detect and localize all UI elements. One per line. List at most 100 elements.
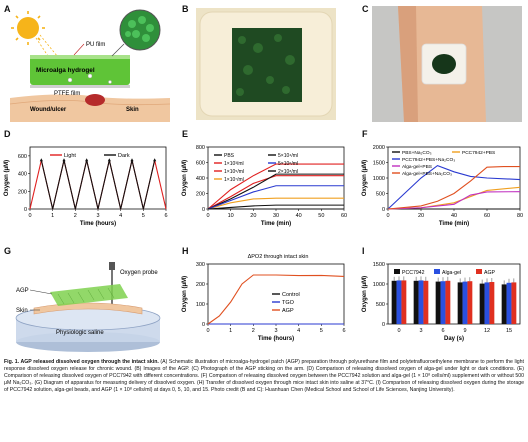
- ptfe-label: PTFE film: [54, 91, 80, 97]
- x-tick-label: 80: [517, 213, 523, 219]
- panel-h-label: H: [182, 246, 189, 256]
- x-tick-label: 5: [320, 328, 323, 334]
- legend-i-swatch: [434, 269, 440, 274]
- panel-c-label: C: [362, 4, 369, 14]
- series-dark: [40, 160, 156, 210]
- y-tick-label: 500: [376, 192, 385, 198]
- bar-i: [391, 280, 397, 324]
- legend-f-label: PCC7942+PBS+Na₂CO₃: [402, 157, 455, 163]
- legend-f-label: PCC7942+PBS: [462, 150, 495, 156]
- panel-b-label: B: [182, 4, 189, 14]
- saline-label: Physiologic saline: [56, 330, 104, 336]
- chart-d: 0 1 2 3 4 5 6 0 200 400 600 Time (hours) Oxygen (μM)…: [4, 146, 168, 227]
- y-tick-label: 100: [196, 302, 205, 308]
- dark-marker: [85, 158, 89, 162]
- agp-patch: [50, 284, 128, 306]
- y-tick-label: 400: [18, 172, 27, 178]
- bar-i: [423, 280, 429, 324]
- panel-a-label: A: [4, 4, 11, 14]
- y-axis-label: Oxygen (μM): [4, 160, 10, 196]
- y-tick-label: 600: [18, 154, 27, 160]
- legend-f-label: Alga-gel+PBS+Na₂CO₃: [402, 171, 452, 177]
- panel-a-schematic: PU film Microalga hydrogel PTFE film Wou…: [9, 9, 171, 122]
- caption-body: (A) Schematic illustration of microalga-…: [4, 359, 524, 394]
- panel-c: C: [358, 0, 528, 125]
- legend-light-label: Light: [64, 153, 76, 159]
- chart-f: 0 20 40 60 80 0 500 1000 1500 2000 Time (min) Oxyge…: [362, 145, 523, 227]
- y-tick-label: 200: [18, 189, 27, 195]
- x-tick-label: 10: [228, 213, 234, 219]
- y-tick-label: 0: [202, 207, 205, 213]
- x-tick-label: 0: [386, 213, 389, 219]
- legend-h-label: AGP: [282, 308, 294, 314]
- bar-i: [401, 280, 407, 324]
- x-tick-label: 6: [164, 213, 167, 219]
- panel-g: G Oxygen probe AGP Skin Physiologic sali…: [0, 244, 176, 356]
- series-light: [29, 160, 167, 210]
- x-tick-label: 30: [273, 213, 279, 219]
- y-tick-label: 0: [24, 207, 27, 213]
- legend-dark-label: Dark: [118, 153, 130, 159]
- y-tick-label: 1000: [373, 282, 385, 288]
- bar-i: [506, 282, 512, 324]
- x-tick-label: 3: [274, 328, 277, 334]
- plot-frame: [387, 146, 521, 210]
- agp-photo: [196, 8, 336, 120]
- chart-h-title: ΔPO2 through intact skin: [248, 254, 309, 260]
- legend-e-label: 1×10⁵/ml: [224, 169, 244, 175]
- x-tick-label: 0: [206, 328, 209, 334]
- panel-e: E 0 10 20 30 40 50 60 0 200 400 600 800 Time (min) Ox…: [178, 127, 354, 242]
- x-tick-label: 60: [484, 213, 490, 219]
- bar-i: [511, 282, 517, 324]
- x-tick-label: 6: [342, 328, 345, 334]
- x-tick-label: 5: [142, 213, 145, 219]
- legend-h-label: Control: [282, 292, 300, 298]
- y-tick-label: 600: [196, 161, 205, 167]
- panel-i-label: I: [362, 246, 365, 256]
- panel-f-label: F: [362, 129, 368, 139]
- series-f-4: [387, 165, 520, 210]
- series-f-2: [387, 164, 521, 210]
- y-tick-label: 1500: [373, 262, 385, 268]
- x-tick-label: 9: [463, 328, 466, 334]
- x-tick-label: 50: [318, 213, 324, 219]
- legend-f-label: PBS+Na₂CO₃: [402, 150, 432, 156]
- x-tick-label: 1: [51, 213, 54, 219]
- bar-i: [435, 281, 441, 324]
- legend-i-swatch: [476, 269, 482, 274]
- legend-e-label: 5×10⁴/ml: [278, 153, 298, 159]
- panel-e-label: E: [182, 129, 189, 139]
- apparatus-diagram: Oxygen probe AGP Skin Physiologic saline: [15, 262, 161, 352]
- legend-e-label: 1×10³/ml: [224, 161, 244, 167]
- series-e-5: [207, 185, 344, 210]
- y-tick-label: 300: [196, 262, 205, 268]
- x-axis-label: Time (hours): [80, 221, 116, 227]
- y-axis-label: Oxygen (μM): [182, 276, 188, 312]
- series-e-2: [207, 175, 344, 210]
- y-tick-label: 800: [196, 145, 205, 151]
- series-e-1: [207, 163, 344, 210]
- figure-caption: Fig. 1. AGP released dissolved oxygen th…: [4, 359, 524, 394]
- x-tick-label: 2: [74, 213, 77, 219]
- x-axis-label: Time (min): [261, 221, 291, 227]
- y-tick-label: 500: [376, 302, 385, 308]
- y-tick-label: 0: [382, 207, 385, 213]
- legend-f-label: Alga-gel+PBS: [402, 164, 432, 170]
- y-tick-label: 2000: [373, 145, 385, 151]
- skin-label: Skin: [126, 107, 139, 113]
- series-e-3: [207, 197, 344, 210]
- series-f-3: [387, 191, 521, 210]
- bar-i: [396, 280, 402, 324]
- y-tick-label: 0: [382, 322, 385, 328]
- bar-i: [484, 282, 490, 324]
- wound-icon: [85, 94, 105, 106]
- panel-i: I 0 500 1000 1500 Day (s) Oxygen (μM) 0 3 6 9 12 15…: [358, 244, 528, 356]
- bar-i: [440, 281, 446, 324]
- chart-h: ΔPO2 through intact skin 0 1 2 3 4 5 6 0 100 200 30…: [182, 254, 346, 342]
- x-tick-label: 0: [206, 213, 209, 219]
- caption-title: Fig. 1. AGP released dissolved oxygen th…: [4, 359, 159, 365]
- y-axis-label: Oxygen (μM): [362, 160, 368, 196]
- y-tick-label: 0: [202, 322, 205, 328]
- x-tick-label: 6: [441, 328, 444, 334]
